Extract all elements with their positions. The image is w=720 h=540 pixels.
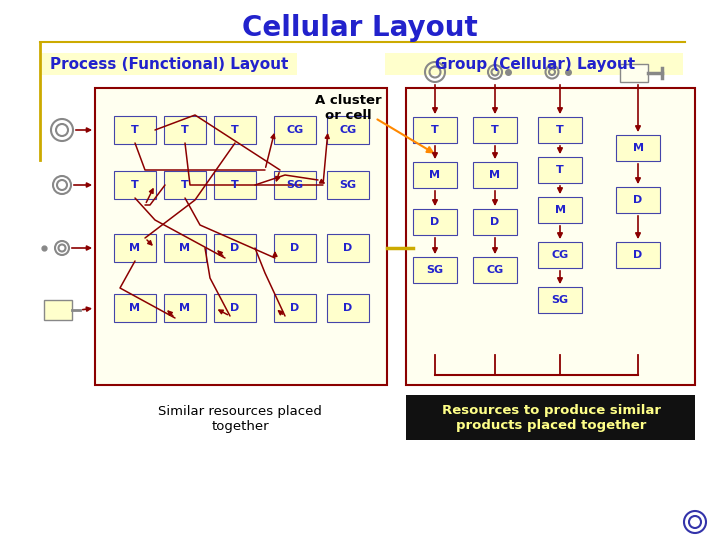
FancyBboxPatch shape: [473, 209, 517, 235]
Text: CG: CG: [487, 265, 503, 275]
Text: CG: CG: [339, 125, 356, 135]
Text: D: D: [343, 243, 353, 253]
FancyBboxPatch shape: [44, 300, 72, 320]
FancyBboxPatch shape: [214, 116, 256, 144]
FancyBboxPatch shape: [274, 294, 316, 322]
Text: T: T: [231, 180, 239, 190]
Text: T: T: [556, 125, 564, 135]
FancyBboxPatch shape: [164, 171, 206, 199]
Text: M: M: [490, 170, 500, 180]
FancyBboxPatch shape: [114, 234, 156, 262]
Text: A cluster
or cell: A cluster or cell: [315, 94, 382, 122]
Text: M: M: [554, 205, 565, 215]
FancyBboxPatch shape: [406, 88, 695, 385]
Text: D: D: [290, 243, 300, 253]
Text: Process (Functional) Layout: Process (Functional) Layout: [50, 57, 289, 71]
FancyBboxPatch shape: [538, 242, 582, 268]
FancyBboxPatch shape: [95, 88, 387, 385]
Text: D: D: [230, 243, 240, 253]
FancyBboxPatch shape: [164, 116, 206, 144]
Text: Resources to produce similar
products placed together: Resources to produce similar products pl…: [441, 404, 660, 432]
Text: T: T: [491, 125, 499, 135]
FancyBboxPatch shape: [385, 53, 683, 75]
Text: SG: SG: [426, 265, 444, 275]
FancyBboxPatch shape: [327, 116, 369, 144]
Text: M: M: [632, 143, 644, 153]
FancyBboxPatch shape: [114, 116, 156, 144]
FancyBboxPatch shape: [473, 162, 517, 188]
FancyBboxPatch shape: [473, 117, 517, 143]
Text: D: D: [634, 195, 643, 205]
FancyBboxPatch shape: [413, 209, 457, 235]
FancyBboxPatch shape: [214, 234, 256, 262]
Text: D: D: [230, 303, 240, 313]
Text: D: D: [490, 217, 500, 227]
Text: M: M: [179, 243, 191, 253]
FancyBboxPatch shape: [327, 294, 369, 322]
FancyBboxPatch shape: [274, 171, 316, 199]
FancyBboxPatch shape: [274, 116, 316, 144]
Text: CG: CG: [552, 250, 569, 260]
Text: T: T: [431, 125, 439, 135]
FancyBboxPatch shape: [538, 287, 582, 313]
FancyBboxPatch shape: [616, 242, 660, 268]
Text: M: M: [179, 303, 191, 313]
Text: D: D: [290, 303, 300, 313]
FancyBboxPatch shape: [413, 117, 457, 143]
Text: T: T: [131, 125, 139, 135]
FancyBboxPatch shape: [164, 294, 206, 322]
Text: M: M: [130, 243, 140, 253]
Text: Similar resources placed
together: Similar resources placed together: [158, 405, 322, 433]
Text: D: D: [431, 217, 440, 227]
FancyBboxPatch shape: [473, 257, 517, 283]
FancyBboxPatch shape: [114, 294, 156, 322]
FancyBboxPatch shape: [114, 171, 156, 199]
FancyBboxPatch shape: [42, 53, 297, 75]
FancyBboxPatch shape: [214, 171, 256, 199]
Text: SG: SG: [339, 180, 356, 190]
FancyBboxPatch shape: [413, 257, 457, 283]
FancyBboxPatch shape: [616, 187, 660, 213]
Text: T: T: [231, 125, 239, 135]
FancyBboxPatch shape: [616, 135, 660, 161]
Text: CG: CG: [287, 125, 304, 135]
Text: SG: SG: [287, 180, 304, 190]
Text: T: T: [556, 165, 564, 175]
Text: M: M: [430, 170, 441, 180]
FancyBboxPatch shape: [327, 171, 369, 199]
FancyBboxPatch shape: [214, 294, 256, 322]
Text: Cellular Layout: Cellular Layout: [242, 14, 478, 42]
FancyBboxPatch shape: [538, 157, 582, 183]
FancyBboxPatch shape: [164, 234, 206, 262]
FancyBboxPatch shape: [274, 234, 316, 262]
FancyBboxPatch shape: [327, 234, 369, 262]
FancyBboxPatch shape: [620, 64, 648, 82]
Text: T: T: [181, 125, 189, 135]
FancyBboxPatch shape: [538, 197, 582, 223]
Text: Group (Cellular) Layout: Group (Cellular) Layout: [435, 57, 635, 71]
Text: D: D: [634, 250, 643, 260]
Text: T: T: [181, 180, 189, 190]
FancyBboxPatch shape: [406, 395, 695, 440]
Text: T: T: [131, 180, 139, 190]
Text: SG: SG: [552, 295, 569, 305]
FancyBboxPatch shape: [538, 117, 582, 143]
Text: D: D: [343, 303, 353, 313]
FancyBboxPatch shape: [413, 162, 457, 188]
Text: M: M: [130, 303, 140, 313]
